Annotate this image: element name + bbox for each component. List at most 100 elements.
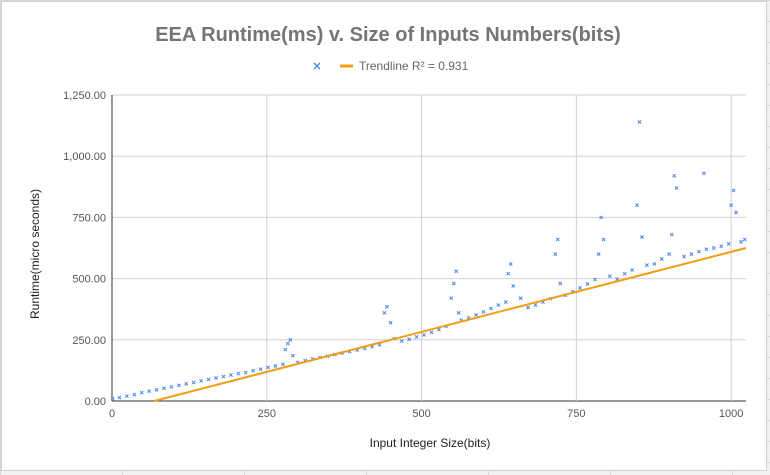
data-point [191, 380, 196, 385]
data-point-stroke [191, 380, 196, 385]
data-point-stroke [637, 119, 642, 124]
data-point [558, 281, 563, 286]
data-point [280, 362, 285, 367]
data-point [206, 377, 211, 382]
data-point-stroke [132, 392, 137, 397]
data-point [290, 353, 295, 358]
data-point-stroke [184, 381, 189, 386]
data-point-stroke [139, 390, 144, 395]
data-point [258, 367, 263, 372]
data-point [622, 271, 627, 276]
data-point [503, 300, 508, 305]
x-axis-title: Input Integer Size(bits) [370, 436, 491, 450]
data-point-stroke [726, 241, 731, 246]
data-point-stroke [578, 285, 583, 290]
data-point-stroke [456, 310, 461, 315]
data-point [696, 249, 701, 254]
data-point [414, 334, 419, 339]
data-point-stroke [729, 203, 734, 208]
data-point-stroke [243, 370, 248, 375]
data-point-stroke [511, 283, 516, 288]
data-point-stroke [370, 344, 374, 349]
data-point [147, 389, 152, 394]
data-point-stroke [689, 252, 694, 257]
data-point-stroke [674, 186, 679, 190]
data-point-stroke [382, 310, 387, 315]
y-tick-label: 1,250.00 [63, 90, 106, 102]
data-point-stroke [399, 339, 404, 343]
data-point-stroke [711, 246, 716, 250]
y-axis-title: Runtime(micro seconds) [28, 189, 42, 319]
data-point-stroke [422, 332, 427, 337]
data-point [701, 171, 706, 176]
data-point-stroke [667, 252, 672, 257]
data-point [124, 394, 129, 399]
data-point-stroke [669, 232, 674, 237]
data-point [726, 241, 731, 246]
data-point [488, 306, 493, 311]
data-point-stroke [407, 337, 412, 342]
data-point-stroke [290, 353, 295, 358]
data-point-stroke [615, 277, 620, 282]
data-point [734, 210, 739, 215]
data-point [388, 320, 393, 325]
data-point-stroke [488, 306, 493, 311]
data-point-stroke [288, 337, 293, 342]
data-point-stroke [258, 367, 263, 372]
data-point [176, 383, 181, 388]
data-point-stroke [221, 374, 226, 379]
data-point-stroke [176, 383, 181, 388]
data-point [674, 186, 679, 190]
data-point [742, 237, 747, 242]
data-point-stroke [283, 347, 288, 352]
data-point [117, 395, 122, 400]
data-point [599, 215, 604, 220]
data-point [637, 119, 642, 124]
data-point-stroke [585, 282, 590, 286]
x-tick-label: 0 [109, 408, 115, 420]
data-point [511, 283, 516, 288]
data-point [451, 281, 456, 286]
data-point [578, 285, 583, 290]
data-point [711, 246, 716, 250]
data-point-stroke [592, 277, 597, 282]
data-point [682, 254, 687, 259]
data-point-stroke [199, 378, 204, 383]
data-point [288, 337, 293, 342]
y-tick-label: 0.00 [85, 396, 106, 408]
y-tick-label: 500.00 [72, 274, 106, 286]
data-point [669, 232, 674, 237]
data-point [221, 374, 226, 379]
data-point [422, 332, 427, 337]
data-point [454, 269, 459, 274]
data-point-stroke [596, 252, 601, 257]
data-point [382, 310, 387, 315]
data-point [704, 247, 709, 252]
data-point-stroke [518, 296, 523, 301]
data-point [644, 263, 649, 268]
data-point [667, 252, 672, 257]
data-point-stroke [273, 364, 278, 368]
data-point-stroke [508, 261, 513, 266]
data-point-stroke [451, 281, 456, 286]
data-point-stroke [110, 396, 115, 401]
data-point [228, 373, 233, 378]
data-point-stroke [481, 309, 486, 314]
data-point-stroke [377, 342, 382, 347]
data-point [518, 296, 523, 301]
data-point [251, 368, 256, 373]
data-point [607, 274, 612, 279]
data-point [553, 252, 558, 257]
data-point [585, 282, 590, 286]
data-point-stroke [214, 376, 218, 380]
data-point-stroke [719, 244, 724, 249]
data-point [526, 305, 531, 310]
data-point-stroke [607, 274, 612, 279]
data-point-stroke [251, 368, 256, 373]
data-point-stroke [701, 171, 706, 176]
legend-marker-stroke [313, 62, 321, 70]
data-point-stroke [228, 373, 233, 378]
data-point [508, 261, 513, 266]
data-point-stroke [503, 300, 508, 305]
